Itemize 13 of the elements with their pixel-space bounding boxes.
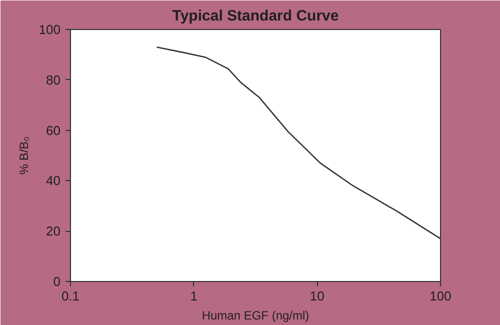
y-tick-label: 100 bbox=[38, 22, 61, 37]
x-axis-title: Human EGF (ng/ml) bbox=[202, 308, 310, 322]
x-tick-label: 1 bbox=[190, 288, 198, 304]
y-tick-label: 80 bbox=[46, 72, 61, 88]
x-tick-label: 100 bbox=[430, 288, 452, 304]
x-tick-label: 0.1 bbox=[61, 288, 80, 304]
y-tick-label: 60 bbox=[46, 122, 61, 138]
y-tick-label: 0 bbox=[53, 274, 61, 289]
y-tick-label: 40 bbox=[46, 173, 61, 188]
y-tick-label: 20 bbox=[46, 224, 61, 239]
chart-title: Typical Standard Curve bbox=[172, 8, 339, 24]
x-tick-label: 10 bbox=[310, 288, 324, 304]
y-axis-title: % B/B₀ bbox=[16, 136, 31, 175]
